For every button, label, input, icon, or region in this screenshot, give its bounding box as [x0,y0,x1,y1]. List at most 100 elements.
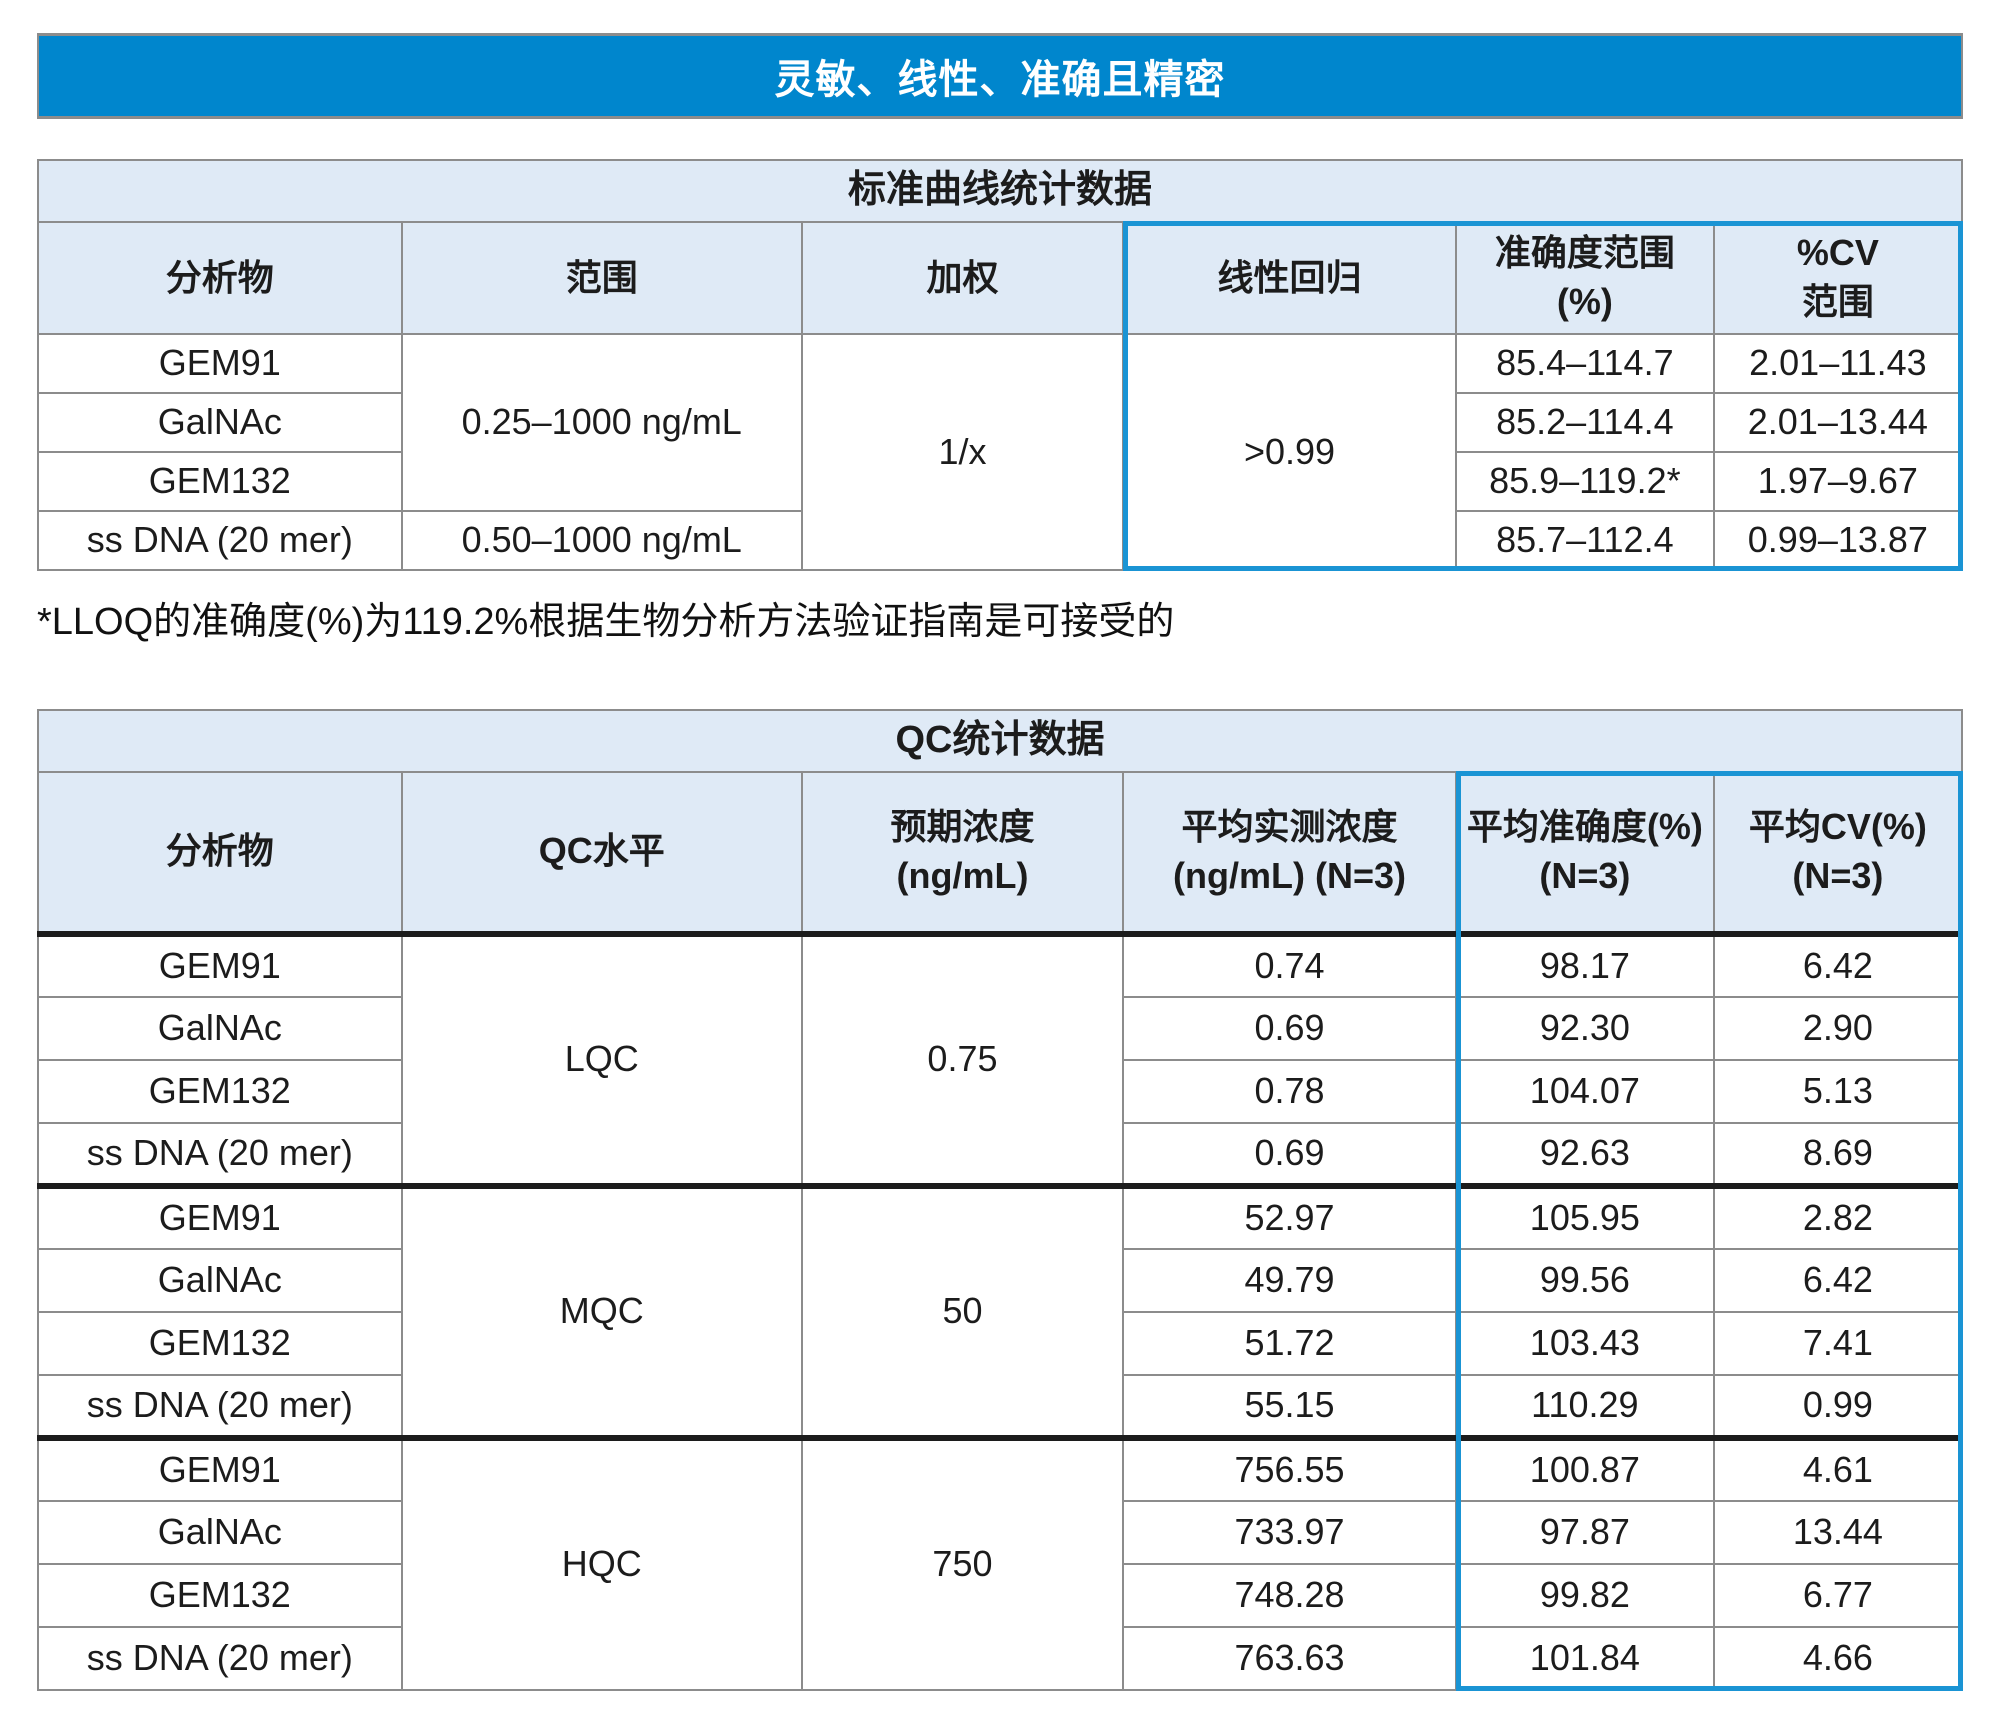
col-header-cv: %CV 范围 [1712,221,1964,335]
cell-cv: 7.41 [1712,1310,1964,1376]
cell-measured: 0.69 [1122,995,1457,1061]
col-header-accuracy: 准确度范围 (%) [1454,221,1715,335]
cell-accuracy: 105.95 [1454,1182,1715,1250]
col-header-measured: 平均实测浓度 (ng/mL) (N=3) [1122,770,1457,937]
col-header-weighting: 加权 [800,221,1125,335]
cell-analyte: GEM91 [37,932,403,998]
cell-accuracy: 103.43 [1454,1310,1715,1376]
footnote: *LLOQ的准确度(%)为119.2%根据生物分析方法验证指南是可接受的 [37,601,1175,643]
cell-analyte: GEM91 [37,1434,403,1502]
column-header-row: 分析物 QC水平 预期浓度 (ng/mL) 平均实测浓度 (ng/mL) (N=… [37,770,1964,937]
cell-range: 0.50–1000 ng/mL [400,510,803,571]
table-row: GEM132 51.72 103.43 7.41 [37,1310,1964,1376]
cell-expected-merged: 0.75 [800,932,1125,1187]
cell-measured: 733.97 [1122,1499,1457,1565]
cell-cv: 13.44 [1712,1499,1964,1565]
cell-cv: 6.42 [1712,932,1964,998]
cell-measured: 0.78 [1122,1058,1457,1124]
table-title: QC统计数据 [37,708,1963,773]
cell-cv: 6.77 [1712,1562,1964,1628]
section-banner: 灵敏、线性、准确且精密 [37,33,1963,119]
cell-analyte: GalNAc [37,1499,403,1565]
col-header-analyte: 分析物 [37,221,403,335]
cell-measured: 763.63 [1122,1625,1457,1691]
table-title-row: QC统计数据 [37,708,1963,773]
cell-cv: 1.97–9.67 [1712,451,1964,512]
table-row: GalNAc 85.2–114.4 2.01–13.44 [37,392,1964,453]
standard-curve-table: 标准曲线统计数据 分析物 范围 加权 线性回归 准确度范围 (%) %CV 范围… [37,159,1964,571]
cell-cv: 0.99–13.87 [1712,510,1964,571]
table-row: GEM91 LQC 0.75 0.74 98.17 6.42 [37,932,1964,1187]
cell-accuracy: 85.9–119.2* [1454,451,1715,512]
cell-cv: 6.42 [1712,1247,1964,1313]
cell-cv: 4.66 [1712,1625,1964,1691]
cell-accuracy: 101.84 [1454,1625,1715,1691]
col-header-range: 范围 [400,221,803,335]
cell-qc-level-merged: LQC [400,932,803,1187]
qc-table: QC统计数据 分析物 QC水平 预期浓度 (ng/mL) 平均实测浓度 (ng/… [37,708,1964,1691]
cell-cv: 8.69 [1712,1121,1964,1187]
cell-analyte: GEM91 [37,333,403,394]
cell-regression-merged: >0.99 [1122,333,1457,571]
table-row: GEM132 748.28 99.82 6.77 [37,1562,1964,1628]
cell-analyte: ss DNA (20 mer) [37,1121,403,1187]
cell-measured: 756.55 [1122,1434,1457,1502]
cell-measured: 0.74 [1122,932,1457,998]
cell-accuracy: 85.7–112.4 [1454,510,1715,571]
banner-title: 灵敏、线性、准确且精密 [774,58,1226,102]
cell-measured: 49.79 [1122,1247,1457,1313]
table-row: GalNAc 0.69 92.30 2.90 [37,995,1964,1061]
col-header-accuracy: 平均准确度(%) (N=3) [1454,770,1715,937]
cell-cv: 4.61 [1712,1434,1964,1502]
table-row: ss DNA (20 mer) 55.15 110.29 0.99 [37,1373,1964,1439]
cell-weighting-merged: 1/x [800,333,1125,571]
table-row: GEM91 MQC 50 52.97 105.95 2.82 [37,1182,1964,1439]
cell-expected-merged: 50 [800,1182,1125,1439]
cell-cv: 2.82 [1712,1182,1964,1250]
cell-measured: 0.69 [1122,1121,1457,1187]
table-row: GalNAc 733.97 97.87 13.44 [37,1499,1964,1565]
cell-analyte: ss DNA (20 mer) [37,1625,403,1691]
cell-accuracy: 110.29 [1454,1373,1715,1439]
cell-range-merged: 0.25–1000 ng/mL [400,333,803,512]
cell-accuracy: 85.4–114.7 [1454,333,1715,394]
cell-analyte: ss DNA (20 mer) [37,1373,403,1439]
table-row: GEM91 HQC 750 756.55 100.87 4.61 [37,1434,1964,1691]
cell-cv: 5.13 [1712,1058,1964,1124]
table-row: ss DNA (20 mer) 763.63 101.84 4.66 [37,1625,1964,1691]
cell-analyte: GalNAc [37,392,403,453]
cell-analyte: ss DNA (20 mer) [37,510,403,571]
col-header-regression: 线性回归 [1122,221,1457,335]
cell-analyte: GEM132 [37,1310,403,1376]
cell-qc-level-merged: MQC [400,1182,803,1439]
cell-accuracy: 92.63 [1454,1121,1715,1187]
col-header-cv: 平均CV(%) (N=3) [1712,770,1964,937]
cell-cv: 2.90 [1712,995,1964,1061]
cell-analyte: GEM132 [37,1562,403,1628]
cell-accuracy: 98.17 [1454,932,1715,998]
col-header-qc-level: QC水平 [400,770,803,937]
table-row: GEM91 0.25–1000 ng/mL 1/x >0.99 85.4–114… [37,333,1964,571]
cell-accuracy: 100.87 [1454,1434,1715,1502]
cell-accuracy: 99.56 [1454,1247,1715,1313]
cell-accuracy: 92.30 [1454,995,1715,1061]
cell-analyte: GEM91 [37,1182,403,1250]
cell-measured: 748.28 [1122,1562,1457,1628]
cell-cv: 0.99 [1712,1373,1964,1439]
page: 灵敏、线性、准确且精密 标准曲线统计数据 分析物 范围 加权 线性回归 准确度范… [37,33,1964,1691]
cell-accuracy: 97.87 [1454,1499,1715,1565]
cell-expected-merged: 750 [800,1434,1125,1691]
cell-analyte: GalNAc [37,995,403,1061]
qc-table-container: QC统计数据 分析物 QC水平 预期浓度 (ng/mL) 平均实测浓度 (ng/… [37,708,1964,1691]
cell-accuracy: 85.2–114.4 [1454,392,1715,453]
cell-cv: 2.01–13.44 [1712,392,1964,453]
table-row: GEM132 0.78 104.07 5.13 [37,1058,1964,1124]
cell-cv: 2.01–11.43 [1712,333,1964,394]
table-row: GalNAc 49.79 99.56 6.42 [37,1247,1964,1313]
col-header-expected: 预期浓度 (ng/mL) [800,770,1125,937]
cell-analyte: GEM132 [37,1058,403,1124]
standard-curve-table-container: 标准曲线统计数据 分析物 范围 加权 线性回归 准确度范围 (%) %CV 范围… [37,159,1964,571]
table-title: 标准曲线统计数据 [37,159,1963,223]
cell-measured: 51.72 [1122,1310,1457,1376]
col-header-analyte: 分析物 [37,770,403,937]
